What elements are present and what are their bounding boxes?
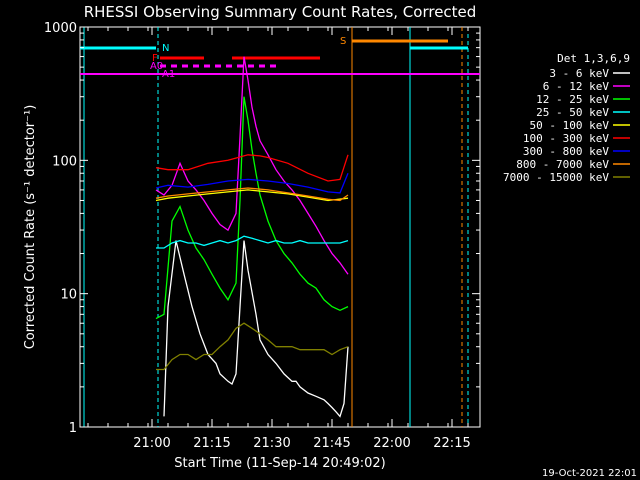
x-tick-label-4: 22:00: [373, 436, 410, 451]
series-layer: [155, 56, 349, 418]
annotation-label-a0: A0: [150, 61, 163, 72]
series-line-8: [156, 322, 349, 371]
legend-entry-4: 50 - 100 keV: [530, 119, 610, 132]
legend-entry-8: 7000 - 15000 keV: [503, 171, 609, 184]
y-tick-label-3: 1000: [44, 21, 77, 36]
series-line-4: [155, 189, 349, 202]
annotation-label-a1: A1: [162, 69, 175, 80]
y-axis-label: Corrected Count Rate (s⁻¹ detector⁻¹): [23, 105, 38, 350]
series-line-2: [155, 96, 349, 320]
series-line-0: [163, 240, 349, 418]
footer-timestamp: 19-Oct-2021 22:01: [542, 468, 637, 479]
series-line-3: [156, 235, 349, 249]
series-line-7: [155, 187, 349, 202]
x-tick-label-3: 21:45: [313, 436, 350, 451]
annotation-label-n: N: [162, 43, 169, 54]
chart-title: RHESSI Observing Summary Count Rates, Co…: [84, 3, 477, 21]
legend-entry-3: 25 - 50 keV: [536, 106, 609, 119]
x-axis-label: Start Time (11-Sep-14 20:49:02): [174, 456, 385, 471]
x-tick-label-5: 22:15: [433, 436, 470, 451]
x-tick-label-0: 21:00: [133, 436, 170, 451]
legend-entry-7: 800 - 7000 keV: [516, 158, 609, 171]
y-tick-label-2: 100: [52, 154, 77, 169]
annotation-label-s: S: [340, 36, 346, 47]
legend-entry-0: 3 - 6 keV: [549, 67, 609, 80]
series-line-6: [155, 173, 349, 194]
series-line-1: [155, 56, 349, 275]
y-tick-label-0: 1: [69, 421, 77, 436]
legend-entry-2: 12 - 25 keV: [536, 93, 609, 106]
legend-entry-6: 300 - 800 keV: [523, 145, 609, 158]
x-tick-label-1: 21:15: [193, 436, 230, 451]
axis-ticks: 21:00 21:15 21:30 21:45 22:00 22:15 1 10 100 1000: [44, 21, 480, 451]
series-line-5: [155, 154, 349, 182]
x-tick-label-2: 21:30: [253, 436, 290, 451]
y-tick-label-1: 10: [60, 288, 77, 303]
legend-title: Det 1,3,6,9: [557, 52, 630, 65]
legend-entry-5: 100 - 300 keV: [523, 132, 609, 145]
legend-entry-1: 6 - 12 keV: [543, 80, 610, 93]
plot-frame: [79, 26, 481, 428]
annotation-label-f: F: [152, 53, 158, 64]
